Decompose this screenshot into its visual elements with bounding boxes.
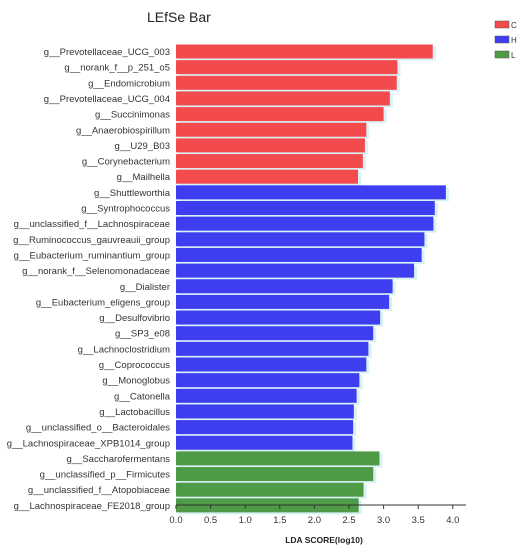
bar: [176, 435, 353, 450]
bars-layer: [176, 44, 449, 515]
category-label: g__Desulfovibrio: [99, 313, 170, 324]
x-tick-label: 3.5: [412, 515, 425, 526]
chart-title: LEfSe Bar: [147, 9, 211, 25]
category-label: g__Corynebacterium: [82, 157, 170, 168]
bar: [176, 122, 367, 137]
bar: [176, 373, 360, 388]
bar: [176, 388, 357, 403]
category-label: g__Ruminococcus_gauvreauii_group: [13, 235, 170, 246]
bar: [176, 232, 425, 247]
category-label: g__Lactobacillus: [99, 407, 170, 418]
bar: [176, 216, 434, 231]
bar: [176, 341, 369, 356]
x-tick-label: 0.5: [204, 515, 217, 526]
category-label: g__Prevotellaceae_UCG_004: [44, 94, 170, 105]
category-label: g__unclassified_f__Atopobiaceae: [28, 485, 170, 496]
category-label: g__norank_f__Selenomonadaceae: [22, 266, 170, 277]
category-label: g__Coprococcus: [99, 360, 171, 371]
category-label: g__unclassified_p__Firmicutes: [40, 470, 171, 481]
bar: [176, 185, 446, 200]
legend: CHL: [494, 20, 517, 60]
legend-swatch: [494, 20, 510, 29]
x-tick-label: 3.0: [377, 515, 390, 526]
bar: [176, 482, 364, 497]
category-label: g__U29_B03: [115, 141, 170, 152]
bar: [176, 75, 397, 90]
bar: [176, 420, 354, 435]
legend-swatch: [494, 50, 510, 59]
category-label: g__Endomicrobium: [88, 78, 170, 89]
bar: [176, 451, 380, 466]
category-label: g__Lachnoclostridium: [78, 344, 171, 355]
bar: [176, 107, 384, 122]
category-label: g__Lachnospiraceae_XPB1014_group: [7, 438, 170, 449]
bar: [176, 44, 433, 59]
x-tick-label: 0.0: [169, 515, 182, 526]
bar: [176, 201, 435, 215]
x-tick-label: 4.0: [446, 515, 459, 526]
category-label: g__unclassified_f__Lachnospiraceae: [14, 219, 170, 230]
category-label: g__Lachnospiraceae_FE2018_group: [14, 501, 170, 512]
x-axis-title: LDA SCORE(log10): [285, 535, 363, 545]
bar: [176, 357, 367, 372]
category-label: g__Syntrophococcus: [81, 204, 170, 215]
x-tick-label: 1.0: [239, 515, 252, 526]
legend-label: L: [511, 51, 516, 60]
category-label: g__Eubacterium_ruminantium_group: [14, 250, 170, 261]
category-labels: g__Prevotellaceae_UCG_003 g__norank_f__p_…: [7, 47, 171, 512]
bar: [176, 279, 393, 294]
x-tick-label: 2.5: [342, 515, 355, 526]
bar: [176, 60, 398, 75]
bar: [176, 154, 363, 169]
category-label: g__Catonella: [114, 391, 171, 402]
category-label: g__SP3_e08: [115, 329, 170, 340]
bar: [176, 310, 381, 325]
category-label: g__Eubacterium_eligens_group: [36, 297, 170, 308]
category-label: g__Prevotellaceae_UCG_003: [44, 47, 170, 58]
bar: [176, 467, 374, 482]
category-label: g__Succinimonas: [95, 110, 170, 121]
legend-swatch: [494, 35, 510, 44]
category-label: g__Shuttleworthia: [94, 188, 171, 199]
legend-label: H: [511, 36, 517, 45]
category-label: g__Saccharofermentans: [66, 454, 170, 465]
x-tick-label: 1.5: [273, 515, 286, 526]
bar: [176, 294, 390, 309]
category-label: g__Mailhella: [117, 172, 171, 183]
category-label: g__unclassified_o__Bacteroidales: [26, 423, 170, 434]
bar: [176, 263, 415, 278]
legend-label: C: [511, 21, 517, 30]
bar: [176, 326, 374, 341]
bar: [176, 91, 390, 106]
category-label: g__Anaerobiospirillum: [76, 125, 170, 136]
category-label: g__Dialister: [120, 282, 170, 293]
category-label: g__Monoglobus: [102, 376, 170, 387]
bar: [176, 404, 354, 419]
bar: [176, 247, 422, 262]
x-axis-ticks: 0.0 0.5 1.0 1.5 2.0 2.5 3.0 3.5 4.0: [169, 505, 459, 526]
bar: [176, 138, 365, 153]
x-tick-label: 2.0: [308, 515, 321, 526]
category-label: g__norank_f__p_251_o5: [64, 63, 170, 74]
bar: [176, 169, 358, 184]
